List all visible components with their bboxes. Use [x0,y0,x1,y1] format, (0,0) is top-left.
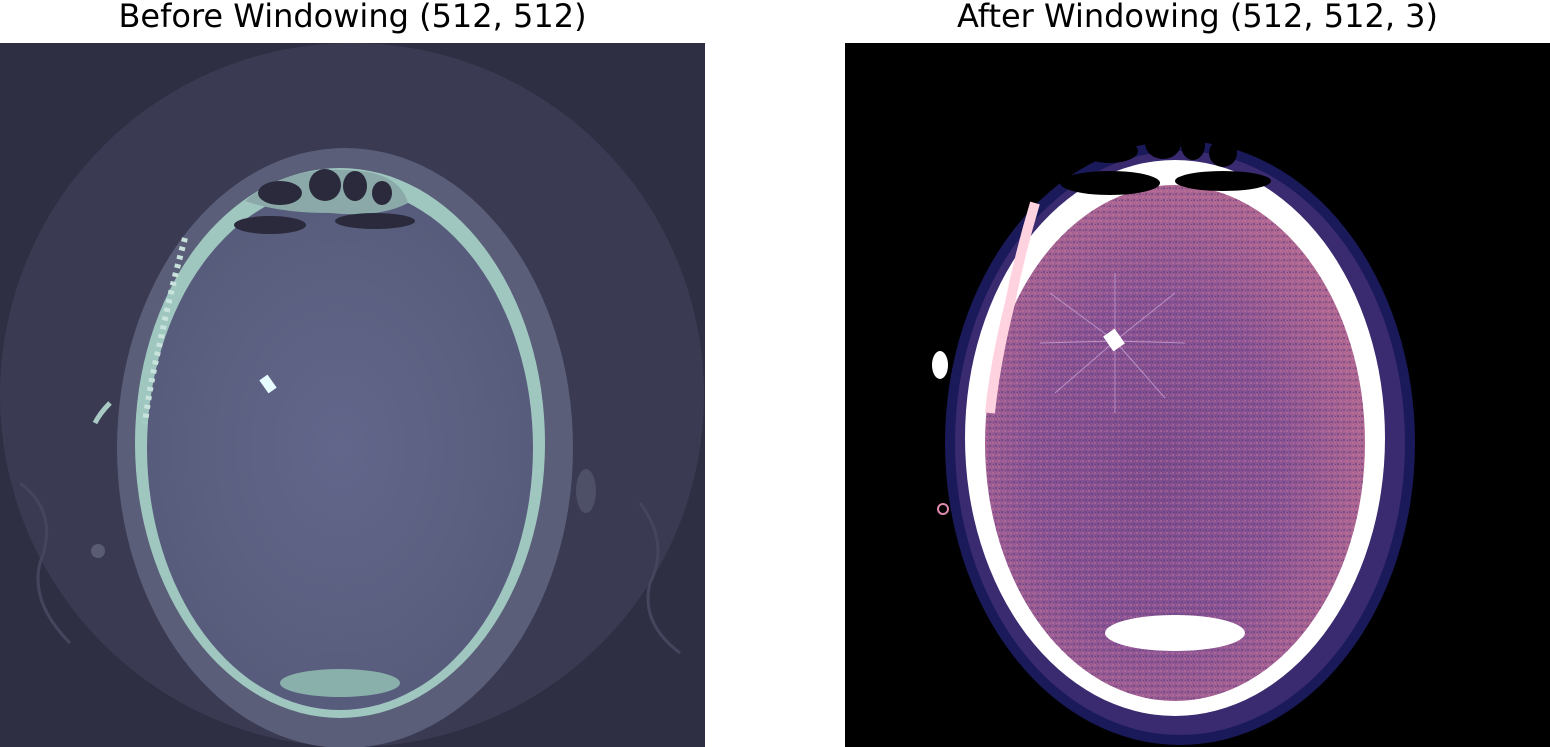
after-windowing-title: After Windowing (512, 512, 3) [956,0,1438,35]
after-windowing-image [845,43,1550,747]
before-windowing-image [0,43,705,747]
ct-slice-raw [0,43,704,747]
before-windowing-title: Before Windowing (512, 512) [118,0,587,35]
ct-slice-windowed [932,127,1415,745]
foreign-body [259,374,277,394]
foreign-body [1103,328,1125,352]
metal-artifact-streaks [1039,273,1186,413]
brain-region [147,186,533,710]
